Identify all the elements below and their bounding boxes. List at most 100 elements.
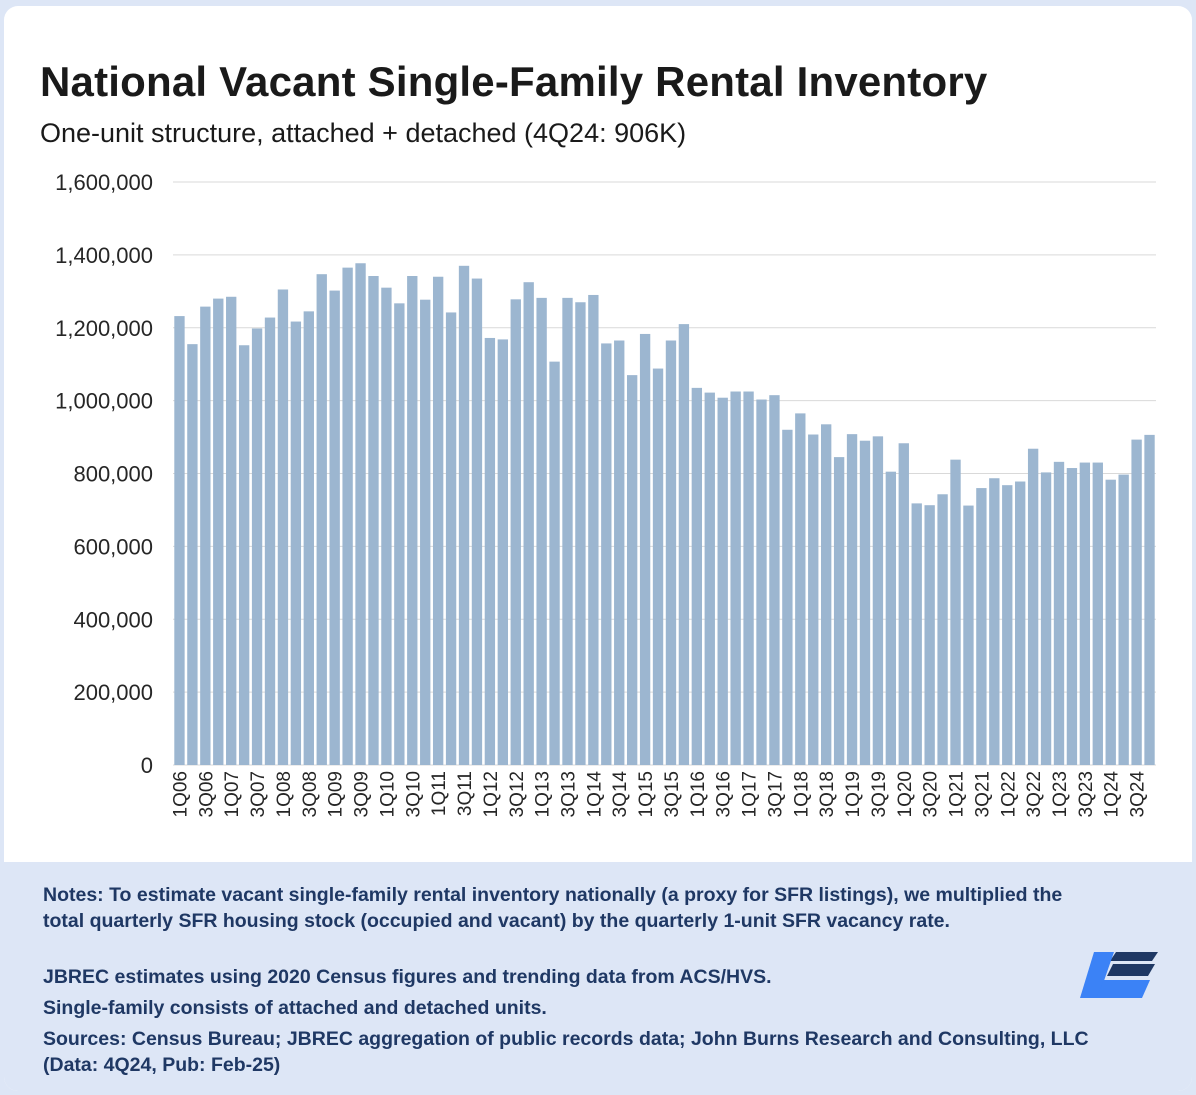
x-tick-label: 3Q19 bbox=[869, 771, 890, 817]
x-tick-label: 1Q13 bbox=[533, 771, 554, 817]
bar bbox=[174, 316, 185, 765]
bar bbox=[885, 471, 897, 765]
x-tick-label: 1Q15 bbox=[636, 771, 657, 817]
bar bbox=[821, 424, 832, 765]
x-tick-label: 1Q14 bbox=[584, 771, 605, 818]
bar bbox=[833, 457, 845, 765]
x-tick-label: 1Q18 bbox=[791, 771, 812, 817]
bar bbox=[432, 276, 444, 765]
notes-census: JBREC estimates using 2020 Census figure… bbox=[43, 966, 772, 988]
chart-title: National Vacant Single-Family Rental Inv… bbox=[40, 58, 988, 105]
bar bbox=[368, 276, 379, 765]
bar bbox=[678, 324, 690, 765]
x-tick-label: 1Q12 bbox=[481, 771, 502, 817]
bar bbox=[1092, 462, 1103, 765]
bar bbox=[329, 290, 340, 765]
bar bbox=[1040, 472, 1052, 765]
bar bbox=[187, 344, 198, 765]
x-tick-label: 1Q19 bbox=[843, 771, 864, 817]
notes-definition: Single-family consists of attached and d… bbox=[43, 997, 547, 1019]
notes-sources: Sources: Census Bureau; JBREC aggregatio… bbox=[43, 1028, 1089, 1076]
x-tick-label: 1Q09 bbox=[326, 771, 347, 817]
bar bbox=[1015, 481, 1026, 765]
bar bbox=[251, 328, 263, 765]
bar bbox=[303, 311, 314, 765]
x-tick-label: 3Q16 bbox=[714, 771, 735, 817]
bar bbox=[394, 303, 405, 765]
bar bbox=[898, 443, 909, 765]
bar bbox=[200, 306, 211, 765]
bar bbox=[510, 299, 521, 765]
bar bbox=[1118, 474, 1129, 765]
bar bbox=[808, 434, 819, 765]
notes-panel: Notes: To estimate vacant single-family … bbox=[4, 862, 1192, 1091]
bar bbox=[1002, 485, 1013, 765]
x-tick-label: 3Q14 bbox=[610, 771, 631, 818]
bar bbox=[626, 375, 638, 765]
y-tick-label: 400,000 bbox=[73, 607, 153, 632]
bar bbox=[872, 436, 884, 765]
chart-card: National Vacant Single-Family Rental Inv… bbox=[4, 6, 1192, 1091]
bar bbox=[756, 399, 767, 765]
x-tick-label: 1Q16 bbox=[688, 771, 709, 817]
x-tick-label: 1Q20 bbox=[895, 771, 916, 817]
bar bbox=[937, 494, 948, 765]
x-tick-label: 3Q22 bbox=[1024, 771, 1045, 817]
x-tick-label: 1Q07 bbox=[222, 771, 243, 817]
bar bbox=[1053, 461, 1065, 765]
bar bbox=[1027, 448, 1039, 765]
bar bbox=[924, 505, 935, 765]
x-tick-label: 1Q06 bbox=[170, 771, 191, 817]
bar bbox=[562, 297, 573, 765]
john-burns-logo-icon bbox=[1080, 952, 1158, 998]
bar bbox=[575, 302, 586, 765]
notes-methodology: Notes: To estimate vacant single-family … bbox=[43, 884, 1063, 932]
y-tick-label: 1,000,000 bbox=[55, 389, 153, 414]
bar bbox=[471, 278, 483, 765]
x-tick-label: 3Q21 bbox=[972, 771, 993, 817]
bar bbox=[1105, 479, 1116, 765]
bar bbox=[1079, 462, 1091, 765]
x-tick-label: 1Q21 bbox=[947, 771, 968, 817]
bar bbox=[1144, 434, 1155, 765]
bar bbox=[497, 339, 508, 765]
x-tick-label: 3Q24 bbox=[1128, 771, 1149, 818]
bar bbox=[704, 392, 715, 765]
bar bbox=[549, 361, 560, 765]
bar bbox=[950, 459, 961, 765]
bar bbox=[355, 263, 366, 765]
bar bbox=[665, 340, 677, 765]
bar bbox=[420, 299, 431, 765]
x-tick-label: 1Q23 bbox=[1050, 771, 1071, 817]
y-tick-label: 200,000 bbox=[73, 680, 153, 705]
bar bbox=[989, 478, 1000, 765]
bar bbox=[290, 321, 302, 765]
bar bbox=[264, 317, 276, 765]
bar bbox=[717, 397, 728, 765]
bar bbox=[226, 296, 237, 765]
x-tick-label: 1Q10 bbox=[377, 771, 398, 817]
x-tick-label: 1Q17 bbox=[740, 771, 761, 817]
bar bbox=[601, 343, 612, 765]
x-tick-label: 1Q22 bbox=[998, 771, 1019, 817]
bar bbox=[795, 413, 806, 765]
bar bbox=[523, 282, 534, 765]
bar bbox=[588, 294, 599, 765]
bar bbox=[859, 440, 871, 765]
bar bbox=[730, 391, 741, 765]
x-tick-label: 3Q12 bbox=[507, 771, 528, 817]
y-tick-label: 600,000 bbox=[73, 534, 153, 559]
x-tick-label: 1Q11 bbox=[429, 771, 450, 816]
x-tick-label: 3Q09 bbox=[352, 771, 373, 817]
x-tick-label: 3Q18 bbox=[817, 771, 838, 817]
bar bbox=[639, 333, 651, 765]
x-tick-label: 3Q06 bbox=[196, 771, 217, 817]
bar bbox=[691, 387, 703, 765]
y-tick-label: 0 bbox=[141, 753, 153, 778]
bar bbox=[445, 312, 457, 765]
bar bbox=[614, 340, 625, 765]
x-tick-label: 3Q15 bbox=[662, 771, 683, 817]
bar bbox=[1131, 439, 1142, 765]
y-tick-label: 1,200,000 bbox=[55, 316, 153, 341]
x-tick-label: 3Q07 bbox=[248, 771, 269, 817]
